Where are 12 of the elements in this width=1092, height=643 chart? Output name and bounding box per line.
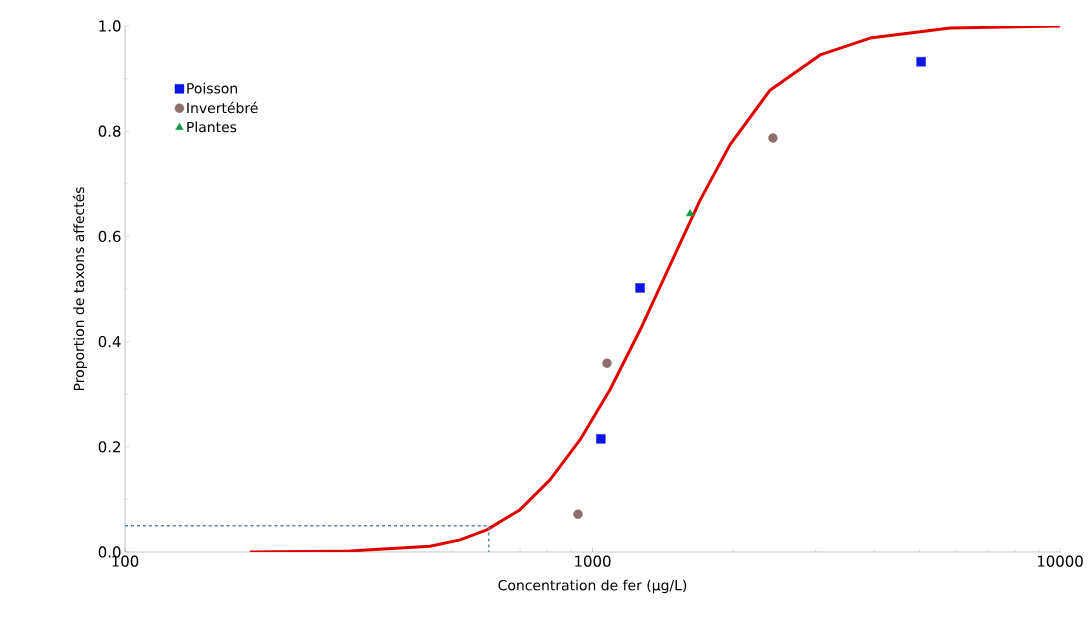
y-tick-label: 0.6 — [98, 230, 121, 243]
legend-label: Invertébré — [187, 101, 258, 114]
y-tick-label: 0.2 — [98, 441, 120, 453]
y-tick-label: 0.4 — [98, 335, 121, 348]
legend-label: Plantes — [187, 121, 237, 133]
x-tick-label: 10000 — [1037, 555, 1083, 567]
legend-label: Poisson — [187, 82, 238, 94]
x-axis-title: Concentration de fer (µg/L) — [498, 579, 687, 594]
y-tick-label: 0.8 — [98, 125, 121, 137]
x-tick-label: 1000 — [575, 555, 611, 567]
y-tick-label: 1.0 — [99, 20, 121, 32]
y-axis-title: Proportion de taxons affectés — [72, 187, 87, 391]
